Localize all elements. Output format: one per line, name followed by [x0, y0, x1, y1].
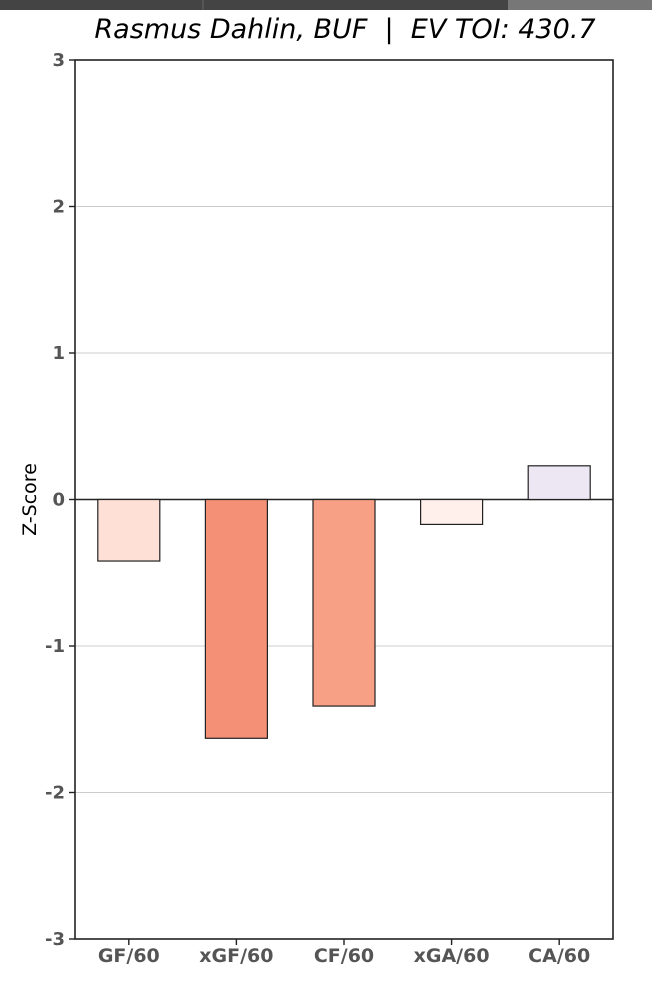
y-tick-label: -3: [45, 929, 65, 950]
bar-xgf-60: [204, 498, 268, 739]
bars: [97, 465, 591, 739]
y-tick-label: 0: [52, 490, 65, 511]
tab-strip-segment: [202, 0, 204, 10]
y-tick-label: 3: [52, 50, 65, 71]
y-tick-labels: 3 2 1 0 -1 -2 -3: [45, 50, 75, 950]
y-tick-label: -2: [45, 783, 65, 804]
x-tick-label: CA/60: [528, 945, 590, 967]
x-tick-label: CF/60: [314, 945, 374, 967]
y-tick-label: 2: [52, 197, 65, 218]
tab-strip-segment: [0, 0, 202, 10]
bar-ca-60: [527, 465, 591, 501]
y-tick-label: -1: [45, 636, 65, 657]
bar-gf-60: [97, 498, 161, 562]
x-tick-labels: GF/60 xGF/60 CF/60 xGA/60 CA/60: [98, 939, 590, 967]
tab-strip-segment: [204, 0, 508, 10]
tab-strip-segment: [508, 0, 652, 10]
gridlines: [75, 206, 613, 793]
x-tick-label: xGF/60: [199, 945, 273, 967]
bar-cf-60: [312, 498, 376, 707]
chart-title: Rasmus Dahlin, BUF | EV TOI: 430.7: [94, 14, 596, 45]
x-tick-label: xGA/60: [414, 945, 490, 967]
top-tab-strip: [0, 0, 652, 10]
y-tick-label: 1: [52, 343, 65, 364]
y-axis-label: Z-Score: [19, 463, 41, 536]
bar-xga-60: [420, 498, 484, 526]
x-tick-label: GF/60: [98, 945, 160, 967]
